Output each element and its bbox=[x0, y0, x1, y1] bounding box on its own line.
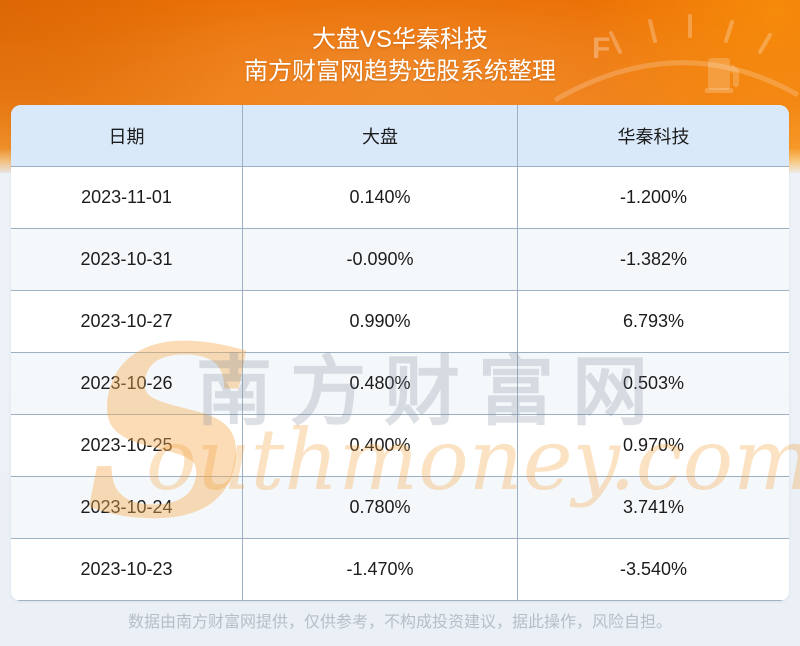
cell-stock-change: -1.382% bbox=[619, 249, 688, 269]
cell-date: 2023-10-24 bbox=[11, 477, 243, 538]
cell-stock-change: -1.200% bbox=[619, 187, 688, 207]
comparison-table: 日期 大盘 华秦科技 2023-11-01 0.140% -1.200% 202… bbox=[11, 105, 789, 601]
cell-date: 2023-10-23 bbox=[11, 539, 243, 600]
disclaimer-text: 数据由南方财富网提供，仅供参考，不构成投资建议，据此操作，风险自担。 bbox=[127, 614, 672, 631]
fuel-pump-icon bbox=[705, 58, 739, 93]
column-header-date: 日期 bbox=[11, 105, 243, 166]
table-row: 2023-10-24 0.780% 3.741% bbox=[11, 477, 789, 539]
cell-date: 2023-10-27 bbox=[11, 291, 243, 352]
cell-market-change: -0.090% bbox=[243, 229, 518, 290]
cell-market-change: 0.780% bbox=[243, 477, 518, 538]
cell-date: 2023-10-26 bbox=[11, 353, 243, 414]
cell-stock-change: 0.503% bbox=[622, 373, 685, 393]
cell-stock-change: -3.540% bbox=[619, 559, 688, 579]
fuel-gauge-decoration: F bbox=[553, 14, 800, 103]
cell-stock-change: 6.793% bbox=[622, 311, 685, 331]
table-header-row: 日期 大盘 华秦科技 bbox=[11, 105, 789, 167]
column-header-market: 大盘 bbox=[243, 105, 518, 166]
cell-market-change: 0.400% bbox=[243, 415, 518, 476]
gauge-full-letter: F bbox=[592, 32, 610, 65]
table-body: 2023-11-01 0.140% -1.200% 2023-10-31 -0.… bbox=[11, 167, 789, 601]
page-title: 大盘VS华秦科技 bbox=[311, 26, 488, 53]
page-subtitle: 南方财富网趋势选股系统整理 bbox=[244, 58, 556, 85]
table-row: 2023-10-27 0.990% 6.793% bbox=[11, 291, 789, 353]
table-row: 2023-10-26 0.480% 0.503% bbox=[11, 353, 789, 415]
cell-date: 2023-11-01 bbox=[11, 167, 243, 228]
cell-date: 2023-10-31 bbox=[11, 229, 243, 290]
table-row: 2023-10-25 0.400% 0.970% bbox=[11, 415, 789, 477]
table-row: 2023-11-01 0.140% -1.200% bbox=[11, 167, 789, 229]
table-row: 2023-10-31 -0.090% -1.382% bbox=[11, 229, 789, 291]
cell-market-change: 0.140% bbox=[243, 167, 518, 228]
column-header-stock: 华秦科技 bbox=[617, 126, 690, 147]
cell-market-change: 0.480% bbox=[243, 353, 518, 414]
cell-date: 2023-10-25 bbox=[11, 415, 243, 476]
cell-stock-change: 0.970% bbox=[622, 435, 685, 455]
table-row: 2023-10-23 -1.470% -3.540% bbox=[11, 539, 789, 601]
cell-market-change: 0.990% bbox=[243, 291, 518, 352]
cell-stock-change: 3.741% bbox=[622, 497, 685, 517]
cell-market-change: -1.470% bbox=[243, 539, 518, 600]
